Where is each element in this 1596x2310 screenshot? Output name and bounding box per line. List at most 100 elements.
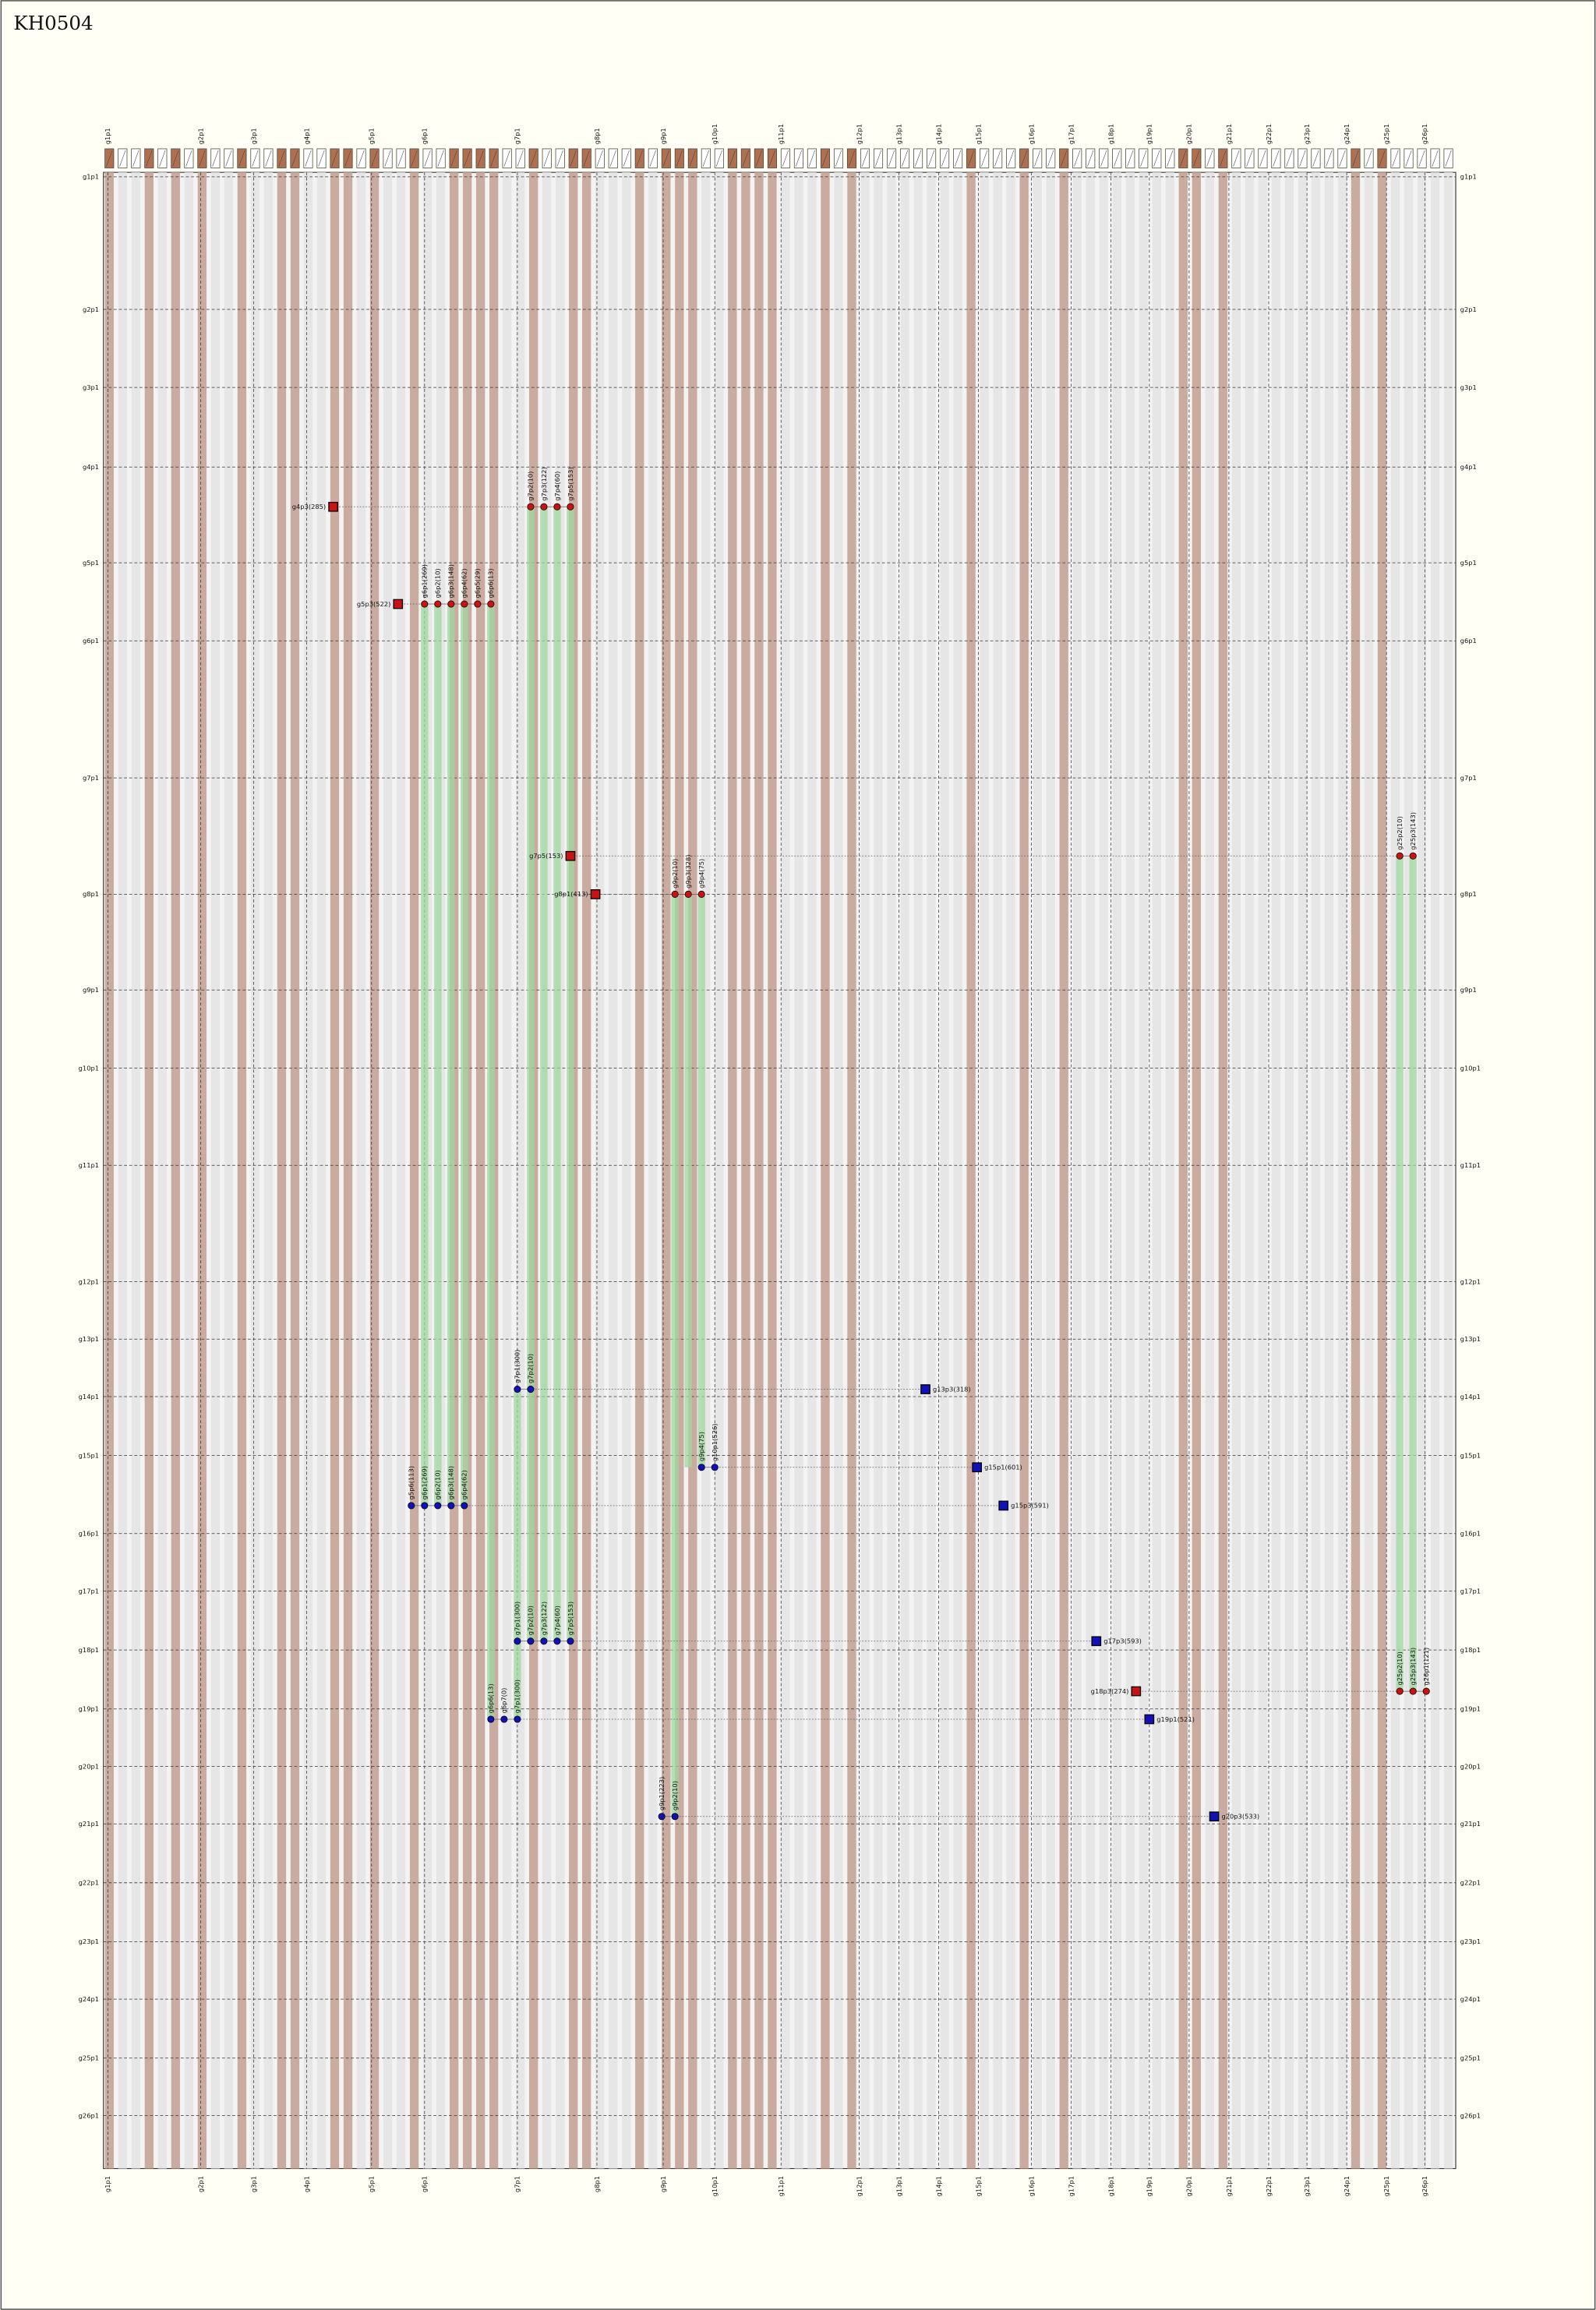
stripe	[1377, 172, 1387, 2169]
stripe	[635, 172, 644, 2169]
stripe	[1324, 172, 1334, 2169]
stripe	[1205, 172, 1215, 2169]
hit-label: g7p2(10)	[527, 472, 535, 501]
column-label-bottom: g24p1	[1343, 2176, 1351, 2196]
stripe	[675, 172, 684, 2169]
link-band	[1409, 856, 1417, 1692]
hatch	[1246, 150, 1253, 167]
row-label-left: g3p1	[83, 383, 99, 391]
hatch	[185, 150, 192, 167]
link-band	[1396, 856, 1404, 1692]
hatch	[1087, 150, 1094, 167]
stripe	[913, 172, 923, 2169]
gene-label: g5p3(522)	[357, 600, 390, 608]
hit-dot	[697, 890, 705, 898]
stripe	[1046, 172, 1055, 2169]
stripe	[157, 172, 168, 2169]
hit-dot	[671, 1813, 679, 1821]
row-label-left: g15p1	[79, 1451, 99, 1459]
stripe	[184, 172, 194, 2169]
hatch	[888, 150, 895, 167]
row-label-left: g2p1	[83, 306, 99, 313]
column-label-bottom: g9p1	[659, 2176, 667, 2192]
row-label-left: g20p1	[79, 1762, 99, 1770]
hatch	[291, 150, 298, 167]
stripe	[1099, 172, 1108, 2169]
hit-label: g7p2(10)	[527, 1605, 535, 1635]
column-label-bottom: g21p1	[1225, 2176, 1233, 2196]
hatch	[384, 150, 391, 167]
hit-label: g9p4(75)	[697, 1432, 705, 1461]
column-label-top: g17p1	[1067, 124, 1075, 144]
stripe	[330, 172, 340, 2169]
stripe	[1443, 172, 1453, 2169]
hit-label: g7p1(300)	[514, 1680, 521, 1713]
row-label-left: g1p1	[83, 173, 99, 181]
stripe	[356, 172, 366, 2169]
row-label-right: g4p1	[1460, 463, 1477, 471]
stripe	[237, 172, 247, 2169]
row-label-right: g1p1	[1460, 173, 1477, 181]
stripe	[1152, 172, 1161, 2169]
column-label-bottom: g4p1	[302, 2176, 310, 2192]
column-label-bottom: g17p1	[1067, 2176, 1075, 2196]
hit-label: g7p3(122)	[540, 467, 548, 500]
row-label-left: g7p1	[83, 774, 99, 782]
hit-dot	[487, 1715, 495, 1723]
column-label-bottom: g11p1	[777, 2176, 785, 2196]
hatch	[146, 150, 153, 167]
stripe	[966, 172, 976, 2169]
stripe	[768, 172, 777, 2169]
row-label-right: g20p1	[1460, 1762, 1481, 1770]
stripe	[1072, 172, 1082, 2169]
column-label-bottom: g26p1	[1421, 2176, 1428, 2196]
column-label-top: g26p1	[1421, 124, 1428, 144]
stripe	[1364, 172, 1374, 2169]
stripe	[1139, 172, 1148, 2169]
gene-label: g8p1(413)	[554, 890, 588, 898]
row-label-right: g13p1	[1460, 1335, 1481, 1343]
hatch	[238, 150, 245, 167]
link-band	[434, 604, 442, 1506]
hatch	[941, 150, 948, 167]
hit-dot	[461, 1502, 468, 1510]
hit-dot	[1396, 852, 1404, 860]
hit-dot	[461, 600, 468, 608]
column-label-top: g9p1	[659, 128, 667, 144]
column-label-bottom: g16p1	[1027, 2176, 1035, 2196]
hatch	[1008, 150, 1015, 167]
hatch	[702, 150, 709, 167]
link-band	[567, 507, 574, 1641]
column-label-top: g14p1	[934, 124, 942, 144]
hit-label: g9p2(10)	[671, 1781, 679, 1810]
hatch	[1432, 150, 1439, 167]
column-label-bottom: g19p1	[1146, 2176, 1153, 2196]
hatch	[278, 150, 285, 167]
row-label-right: g23p1	[1460, 1937, 1481, 1945]
column-label-bottom: g22p1	[1265, 2176, 1273, 2196]
row-label-left: g12p1	[79, 1277, 99, 1285]
hatch	[955, 150, 962, 167]
stripe	[1298, 172, 1308, 2169]
hatch	[318, 150, 325, 167]
stripe	[409, 172, 419, 2169]
hatch	[1180, 150, 1187, 167]
hatch	[450, 150, 457, 167]
stripe	[622, 172, 631, 2169]
hatch	[1114, 150, 1121, 167]
gene-square	[328, 501, 338, 512]
column-label-top: g4p1	[302, 128, 310, 144]
stripe	[144, 172, 154, 2169]
stripe	[197, 172, 207, 2169]
stripe	[1178, 172, 1188, 2169]
row-label-right: g16p1	[1460, 1530, 1481, 1538]
stripe	[1390, 172, 1400, 2169]
row-label-right: g8p1	[1460, 890, 1477, 898]
link-band	[487, 604, 495, 1719]
hit-dot	[447, 600, 455, 608]
gene-square	[1091, 1636, 1102, 1647]
hit-dot	[408, 1502, 415, 1510]
column-label-top: g12p1	[855, 124, 863, 144]
hatch	[782, 150, 789, 167]
stripe	[369, 172, 380, 2169]
